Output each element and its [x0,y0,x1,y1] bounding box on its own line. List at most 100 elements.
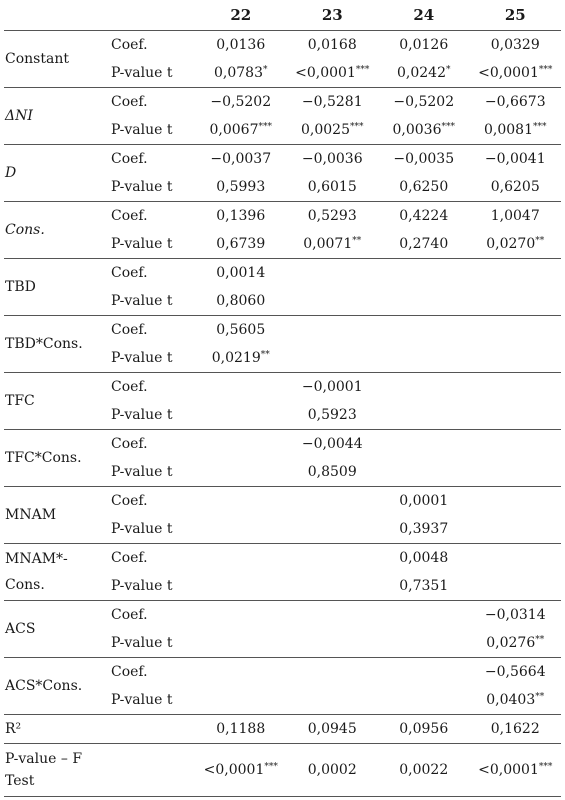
table-cell: <0,0001*** [469,743,561,797]
statistic-label: P-value t [111,236,173,252]
table-cell: 0,6205 [490,179,540,195]
table-cell [470,572,562,601]
table-cell: 0,1188 [195,714,287,744]
statistic-label: Coef. [107,429,195,458]
variable-name: MNAM [4,486,107,544]
table-cell [378,344,470,373]
table-cell: 0,1622 [469,714,561,744]
table-cell [469,543,561,572]
table-cell: −0,5202 [378,87,470,116]
table-cell: −0,0314 [469,600,561,629]
table-cell [287,572,379,601]
table-cell [287,287,379,316]
significance-marker: ** [260,350,270,360]
table-cell: 0,3937 [399,521,449,537]
table-cell: −0,0001 [286,372,378,401]
statistic-label: Coef. [107,600,195,629]
table-cell: 0,0001 [378,486,470,515]
table-cell: −0,0041 [469,144,561,173]
statistic-label: P-value t [111,692,173,708]
table-cell [195,686,287,715]
table-cell: 0,5293 [286,201,378,230]
variable-name: MNAM*-Cons. [4,543,107,601]
table-cell [286,315,378,344]
table-cell [378,600,470,629]
table-cell [378,258,470,287]
table-cell [469,486,561,515]
header-corner-stat [107,0,195,31]
table-row-pvalue: P-value t 0,8060 [4,287,561,316]
table-cell: 0,0025*** [301,122,364,138]
significance-marker: *** [264,762,278,772]
table-cell: 0,0945 [286,714,378,744]
table-cell [470,401,562,430]
table-cell: 0,6015 [307,179,357,195]
table-cell: 0,5923 [307,407,357,423]
table-cell: 0,1396 [195,201,287,230]
statistic-label: Coef. [107,201,195,230]
table-row-pvalue: P-value t 0,7351 [4,572,561,601]
table-cell: <0,0001*** [195,743,287,797]
table-cell [378,686,470,715]
statistic-label: Coef. [107,30,195,59]
table-cell: 0,4224 [378,201,470,230]
table-cell [470,515,562,544]
table-row-coef: MNAM Coef. 0,0001 [4,486,561,544]
significance-marker: *** [355,65,370,75]
table-cell: 0,0048 [378,543,470,572]
table-row-pvalue: P-value t 0,6739 0,0071** 0,2740 0,0270** [4,230,561,259]
table-cell: 0,0956 [378,714,470,744]
table-row-pvalue: P-value t 0,3937 [4,515,561,544]
table-cell [287,629,379,658]
table-cell: 0,0036*** [392,122,456,138]
summary-label: P-value – F Test [4,743,195,797]
statistic-label: P-value t [111,122,173,138]
table-row-pvalue: P-value t 0,0276** [4,629,561,658]
statistic-label: Coef. [107,144,195,173]
statistic-label: Coef. [107,315,195,344]
table-cell [378,287,470,316]
variable-name: ACS*Cons. [4,657,107,715]
statistic-label: P-value t [111,350,173,366]
significance-marker: ** [535,692,545,702]
table-row-coef: ACS*Cons. Coef. −0,5664 [4,657,561,715]
table-cell: 0,0270** [486,236,545,252]
regression-results-table: 22 23 24 25 Constant Coef. 0,0136 0,0168 0,0… [4,0,561,797]
table-cell [378,629,470,658]
table-cell: 0,0081*** [484,122,547,138]
table-cell [195,543,287,572]
table-cell: −0,5664 [469,657,561,686]
statistic-label: Coef. [107,87,195,116]
table-cell: <0,0001*** [295,65,370,81]
table-cell: 0,6739 [216,236,266,252]
table-cell: 0,8509 [307,464,357,480]
table-cell [378,372,470,401]
table-cell [286,258,378,287]
table-cell [286,600,378,629]
table-row-coef: Constant Coef. 0,0136 0,0168 0,0126 0,0329 [4,30,561,88]
significance-marker: *** [350,122,364,132]
table-cell [195,572,287,601]
table-row-pvalue: P-value t 0,0219** [4,344,561,373]
column-header: 22 [195,0,287,31]
table-cell [470,458,562,487]
table-cell: 0,6250 [399,179,449,195]
statistic-label: Coef. [107,543,195,572]
table-cell [470,344,562,373]
significance-marker: * [446,65,451,75]
table-body: Constant Coef. 0,0136 0,0168 0,0126 0,0329 P-v… [4,30,562,797]
table-cell: <0,0001*** [478,65,553,81]
table-cell [195,629,287,658]
table-row-pvalue: P-value t 0,5993 0,6015 0,6250 0,6205 [4,173,561,202]
table-cell: 0,0403** [486,692,545,708]
statistic-label: Coef. [107,486,195,515]
table-row-coef: Cons. Coef. 0,1396 0,5293 0,4224 1,0047 [4,201,561,259]
table-cell [469,372,561,401]
summary-row: R² 0,1188 0,0945 0,0956 0,1622 [4,714,561,744]
table-cell [286,486,378,515]
table-cell: 0,0136 [195,30,287,59]
table-cell: −0,0035 [378,144,470,173]
variable-name: TFC*Cons. [4,429,107,487]
table-row-coef: D Coef. −0,0037 −0,0036 −0,0035 −0,0041 [4,144,561,202]
table-row-pvalue: P-value t 0,0067*** 0,0025*** 0,0036*** 0,00… [4,116,561,145]
